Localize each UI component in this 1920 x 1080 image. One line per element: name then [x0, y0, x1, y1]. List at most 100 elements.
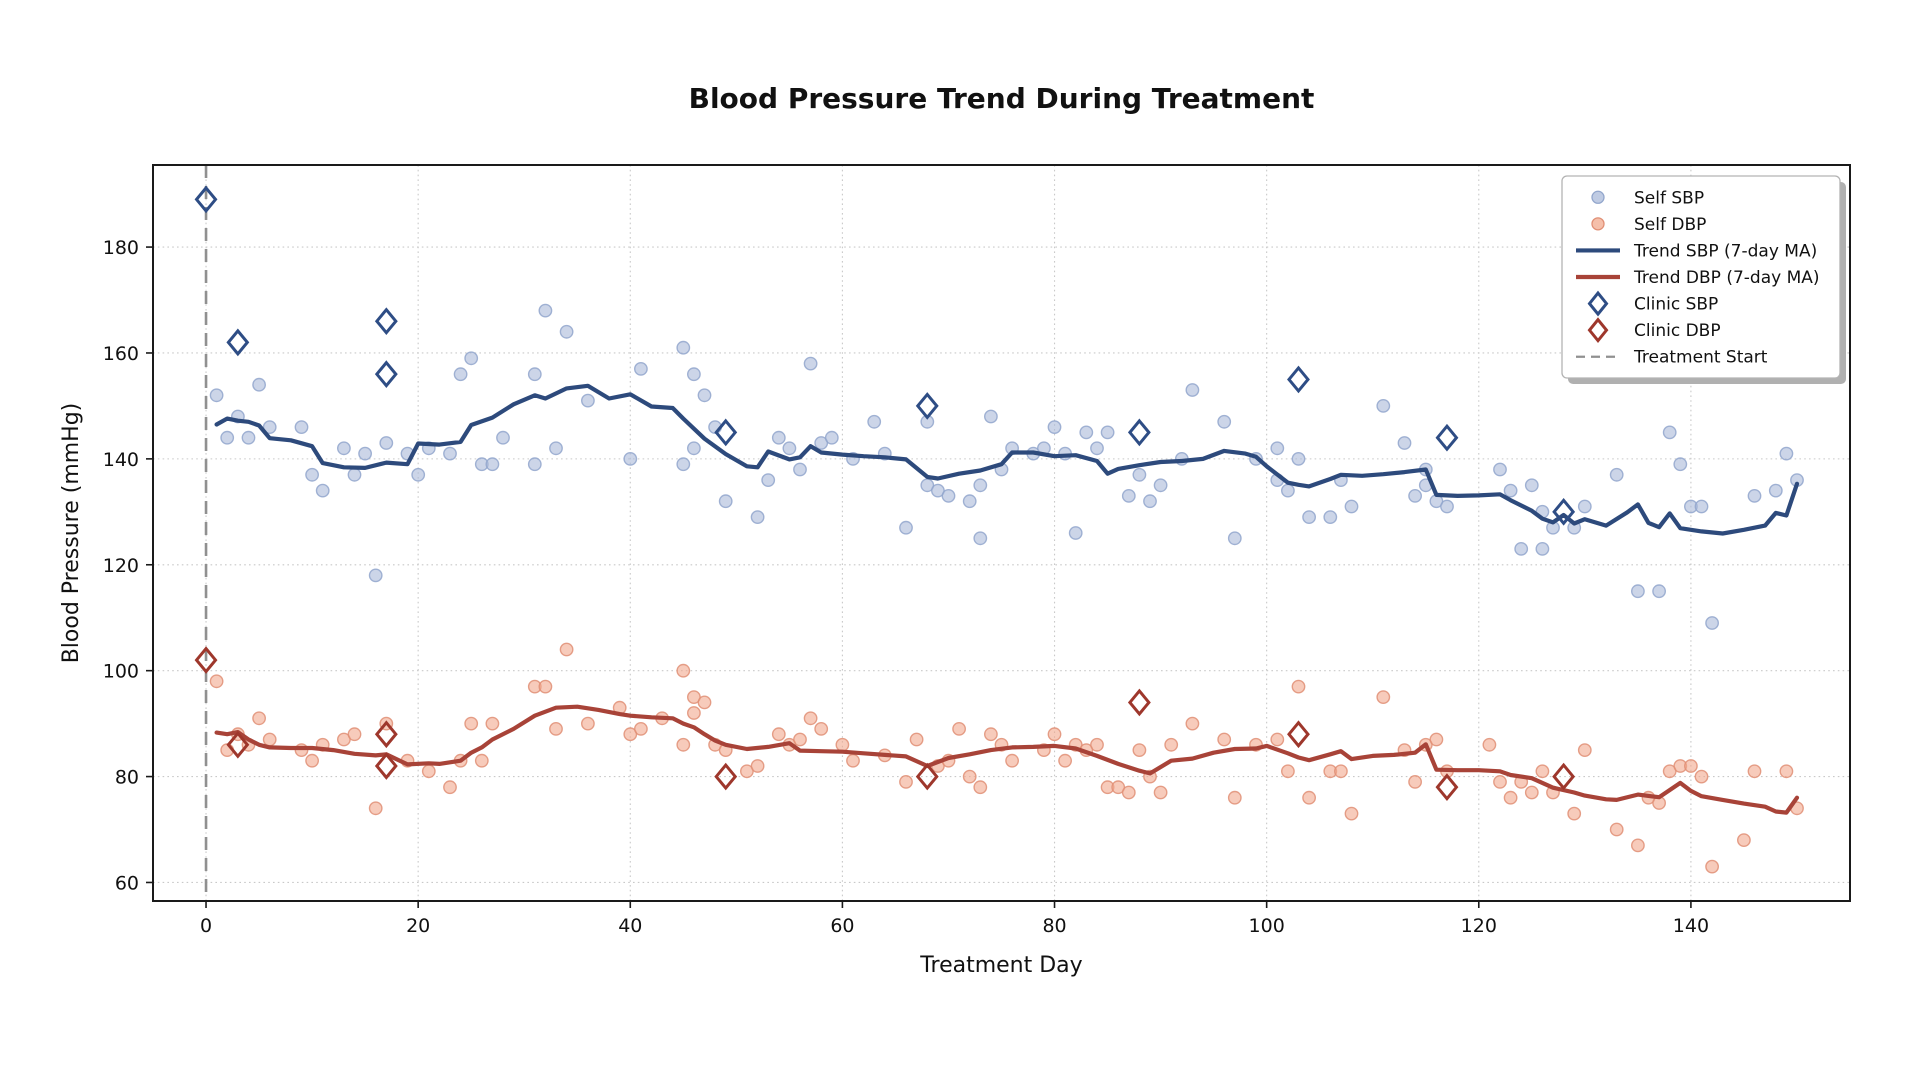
- data-point: [1577, 499, 1592, 514]
- data-point: [1503, 790, 1518, 805]
- data-point: [687, 441, 701, 456]
- data-point: [697, 388, 712, 403]
- legend-item: Self DBP: [1591, 215, 1706, 235]
- data-point: [687, 367, 701, 382]
- clinic-marker: [194, 185, 218, 214]
- data-point: [527, 457, 542, 472]
- data-point: [209, 674, 224, 689]
- clinic-marker: [226, 328, 250, 357]
- data-point: [1673, 457, 1688, 472]
- legend-marker-diamond: [1587, 317, 1609, 344]
- data-point: [1535, 542, 1550, 556]
- data-point: [1153, 478, 1168, 493]
- data-point: [1090, 441, 1104, 456]
- data-point: [485, 457, 500, 472]
- x-tick-label: 120: [1461, 915, 1497, 937]
- self-dbp-scatter: [209, 642, 1804, 874]
- data-point: [1747, 488, 1762, 503]
- data-point: [559, 642, 574, 657]
- data-point: [846, 753, 860, 768]
- data-point: [305, 753, 319, 768]
- data-point: [1737, 833, 1751, 847]
- clinic-marker: [374, 720, 398, 749]
- data-point: [824, 430, 839, 445]
- data-point: [1609, 822, 1624, 837]
- data-point: [1227, 531, 1242, 546]
- data-point: [464, 716, 479, 731]
- data-point: [347, 467, 362, 482]
- data-point: [676, 340, 691, 355]
- data-point: [305, 467, 319, 482]
- data-point: [634, 722, 648, 736]
- data-point: [1185, 383, 1200, 397]
- legend-marker-dot: [1591, 190, 1605, 204]
- data-point: [1694, 769, 1709, 784]
- clinic-marker: [1127, 418, 1151, 447]
- self-sbp-scatter: [209, 303, 1804, 630]
- y-axis-label: Blood Pressure (mmHg): [59, 403, 84, 664]
- data-point: [835, 737, 850, 752]
- data-point: [453, 367, 468, 382]
- data-point: [1281, 483, 1295, 498]
- legend-marker-dot: [1591, 217, 1605, 231]
- data-point: [358, 446, 372, 461]
- data-point: [1493, 775, 1507, 789]
- data-point: [1482, 737, 1497, 752]
- data-point: [750, 759, 765, 773]
- clinic-marker: [1287, 720, 1310, 749]
- data-point: [973, 478, 988, 493]
- data-point: [1132, 743, 1147, 757]
- plot-border: [152, 164, 1851, 902]
- data-point: [1100, 425, 1115, 440]
- data-point: [984, 727, 998, 742]
- clinic-marker: [1552, 762, 1576, 791]
- legend-label: Treatment Start: [1633, 348, 1768, 368]
- clinic-sbp-markers: [194, 185, 1576, 526]
- data-point: [1302, 790, 1317, 805]
- data-point: [1217, 732, 1232, 747]
- clinic-marker: [374, 307, 398, 336]
- data-point: [718, 494, 733, 509]
- data-point: [538, 679, 553, 694]
- data-point: [1397, 436, 1412, 450]
- data-point: [252, 377, 267, 392]
- data-point: [1270, 441, 1285, 456]
- data-point: [1768, 483, 1783, 498]
- data-point: [1631, 584, 1645, 599]
- data-point: [793, 462, 807, 477]
- data-point: [1334, 764, 1348, 779]
- data-point: [1535, 764, 1550, 779]
- x-tick-label: 100: [1249, 915, 1285, 937]
- data-point: [220, 430, 235, 445]
- data-point: [1631, 838, 1645, 853]
- legend-item: Clinic DBP: [1587, 317, 1721, 344]
- data-point: [209, 388, 224, 403]
- data-point: [1121, 488, 1136, 503]
- data-point: [1705, 859, 1720, 874]
- x-tick-label: 140: [1673, 915, 1709, 937]
- chart-title: Blood Pressure Trend During Treatment: [689, 82, 1315, 115]
- data-point: [1291, 679, 1306, 694]
- legend-item: Trend SBP (7-day MA): [1576, 241, 1817, 261]
- x-tick-label: 40: [618, 915, 642, 937]
- data-point: [697, 695, 712, 710]
- data-point: [336, 441, 351, 456]
- data-point: [262, 420, 277, 434]
- data-point: [1047, 420, 1062, 434]
- data-point: [581, 393, 595, 408]
- data-point: [1376, 690, 1391, 704]
- data-point: [1281, 764, 1295, 779]
- clinic-marker: [374, 360, 398, 389]
- data-point: [782, 441, 797, 456]
- data-point: [803, 356, 818, 371]
- data-point: [1302, 510, 1317, 524]
- data-point: [1132, 467, 1147, 482]
- clinic-marker: [915, 392, 939, 420]
- data-point: [750, 510, 765, 524]
- data-point: [909, 732, 924, 747]
- data-point: [1779, 446, 1794, 461]
- legend-label: Trend DBP (7-day MA): [1633, 268, 1820, 288]
- legend-item: Clinic SBP: [1587, 290, 1718, 317]
- x-tick-label: 60: [830, 915, 854, 937]
- clinic-dbp-markers: [194, 646, 1576, 802]
